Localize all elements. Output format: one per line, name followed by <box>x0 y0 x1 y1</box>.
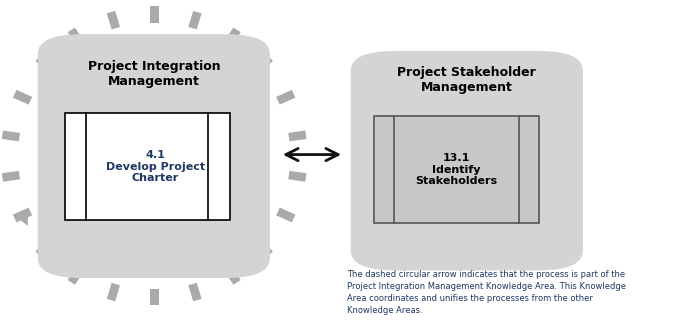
Polygon shape <box>68 27 85 46</box>
Polygon shape <box>13 90 32 105</box>
Text: 13.1
Identify
Stakeholders: 13.1 Identify Stakeholders <box>416 153 498 186</box>
FancyBboxPatch shape <box>351 51 583 270</box>
Polygon shape <box>188 283 202 301</box>
Polygon shape <box>2 130 20 141</box>
Text: 4.1
Develop Project
Charter: 4.1 Develop Project Charter <box>106 150 205 183</box>
Text: Project Integration
Management: Project Integration Management <box>88 60 220 88</box>
Polygon shape <box>150 6 159 23</box>
Bar <box>64 113 229 220</box>
Polygon shape <box>224 266 240 285</box>
Polygon shape <box>277 208 295 223</box>
Text: Project Stakeholder
Management: Project Stakeholder Management <box>397 66 536 94</box>
Polygon shape <box>107 283 120 301</box>
Text: The dashed circular arrow indicates that the process is part of the
Project Inte: The dashed circular arrow indicates that… <box>347 270 626 315</box>
Polygon shape <box>150 289 159 306</box>
Polygon shape <box>13 208 32 223</box>
Polygon shape <box>35 54 54 72</box>
Polygon shape <box>254 240 273 258</box>
Polygon shape <box>35 240 54 258</box>
Polygon shape <box>2 171 20 182</box>
Polygon shape <box>224 27 240 46</box>
Polygon shape <box>188 11 202 29</box>
Polygon shape <box>288 171 306 182</box>
Polygon shape <box>107 11 120 29</box>
FancyBboxPatch shape <box>37 34 270 278</box>
Polygon shape <box>254 54 273 72</box>
Polygon shape <box>68 266 85 285</box>
Polygon shape <box>277 90 295 105</box>
Polygon shape <box>288 130 306 141</box>
Bar <box>374 117 539 223</box>
